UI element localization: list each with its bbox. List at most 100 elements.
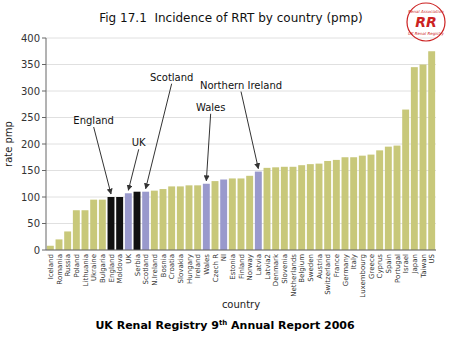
x-tick-label: Slovakia [177,254,185,283]
x-tick-label: England [108,254,116,282]
bar [246,176,253,250]
annotation-arrow [206,114,210,181]
x-tick-label: Greece [368,254,376,279]
y-tick [42,197,46,198]
x-tick-label: Serbia [134,254,142,276]
x-tick-label: Hungary [186,254,194,284]
x-tick-label: Estonia [229,254,237,280]
x-tick-label: Wales [203,254,211,275]
y-tick-label: 350 [21,59,40,70]
bar [298,165,305,250]
bar [394,146,401,250]
bar [142,192,149,250]
y-axis-label: rate pmp [3,121,14,167]
x-tick-label: Switzerland [324,254,332,295]
y-tick [42,38,46,39]
x-tick-label: Bulgaria [99,254,107,283]
subtitle-part: UK Renal Registry 9 [95,319,219,332]
x-tick-label: Russia [64,254,72,277]
x-tick-label: Luxembourg [359,254,367,298]
bar [411,67,418,250]
grid-line [46,91,436,92]
bar [333,160,340,250]
bar [238,178,245,250]
x-tick-label: Belgium [298,254,306,283]
bar [125,193,132,250]
annotation-arrow [241,92,258,169]
chart: 050100150200250300350400IcelandRomaniaRu… [0,0,450,338]
y-tick-label: 300 [21,86,40,97]
bar [64,231,71,250]
grid-line [46,64,436,65]
y-tick-label: 0 [34,245,40,256]
x-tick-label: Moldova [116,254,124,283]
x-tick-label: Netherlands [290,254,298,297]
logo-letters: RR [415,14,437,30]
bar [290,167,297,250]
bar [73,210,80,250]
annotation: Scotland [150,72,193,83]
annotation: UK [132,137,146,148]
y-tick [42,250,46,251]
bar [151,191,158,250]
grid-line [46,144,436,145]
annotation-arrow [128,149,138,190]
x-tick-label: Lithuania [82,254,90,286]
bar [220,180,227,250]
x-tick-label: Latvia2 [264,254,272,280]
x-tick-label: Ireland [194,254,202,278]
y-tick [42,117,46,118]
annotation: Wales [196,102,226,113]
x-tick-label: Israel [402,254,410,273]
y-tick [42,91,46,92]
x-tick-label: Croatia [168,254,176,279]
bar [359,156,366,250]
grid-line [46,38,436,39]
x-tick-label: Iceland [47,254,55,279]
bar [420,65,427,251]
bar [177,186,184,250]
y-tick-label: 200 [21,139,40,150]
x-tick-label: Poland [73,254,81,277]
subtitle: UK Renal Registry 9th Annual Report 2006 [95,319,355,332]
x-tick-label: Romania [56,254,64,285]
bar [350,157,357,250]
bar [324,161,331,250]
x-tick-label: Czech R [212,254,220,282]
bar [56,239,63,250]
bar [212,181,219,250]
x-tick-label: US [428,253,436,263]
y-tick [42,170,46,171]
annotation: Northern Ireland [200,80,282,91]
annotation-arrow [94,127,111,194]
subtitle-part: Annual Report 2006 [227,319,355,332]
bar [116,197,123,250]
bar [99,200,106,250]
x-tick-label: Bosnia [160,254,168,277]
y-axis [46,38,47,250]
bar [160,189,167,250]
bars [47,51,435,250]
bar [385,147,392,250]
bar [402,110,409,250]
logo-text: UK Renal Registry [408,31,445,36]
y-tick-label: 400 [21,33,40,44]
bar [186,185,193,250]
bar [255,172,262,250]
annotation-arrow [146,84,172,189]
bar [307,164,314,250]
bar [368,155,375,250]
annotation: England [73,115,114,126]
x-axis [46,250,436,251]
bar [134,192,141,250]
bar [108,197,115,250]
x-tick-label: Portugal [394,254,402,283]
x-tick-label: Japan [411,254,419,275]
x-tick-label: Norway [246,254,254,281]
bar [272,167,279,250]
x-tick-label: Italy [350,254,358,269]
x-tick-label: Slovenia [281,254,289,284]
logo-circle [407,3,445,41]
bar [194,185,201,250]
x-tick-label: Sweden [307,254,315,282]
